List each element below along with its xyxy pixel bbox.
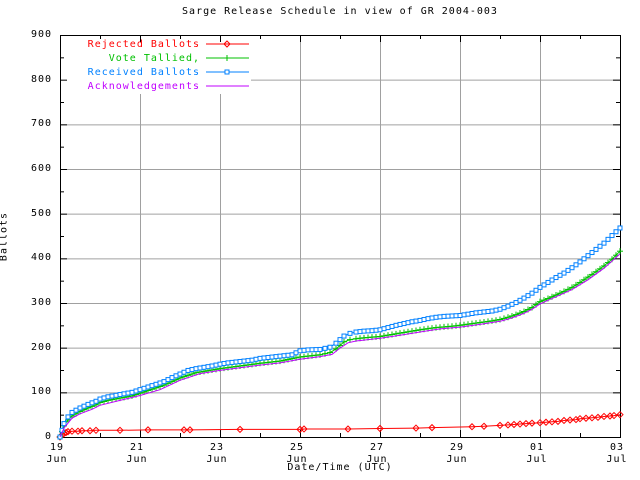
x-tick-label: 27 Jun <box>366 442 388 465</box>
blue-square-line-icon <box>206 69 249 75</box>
y-tick-label: 600 <box>30 163 52 174</box>
y-tick-label: 100 <box>30 386 52 398</box>
y-tick-label: 300 <box>30 297 52 308</box>
chart-title: Sarge Release Schedule in view of GR 200… <box>182 6 498 17</box>
green-plus-line-icon <box>206 55 249 61</box>
y-tick-label: 500 <box>30 207 52 219</box>
legend-item-vote-tallied: Vote Tallied, <box>62 51 251 65</box>
legend-item-acknowledgements: Acknowledgements <box>62 79 251 93</box>
legend: Rejected Ballots Vote Tallied, Received … <box>62 37 251 93</box>
x-tick-label: 23 Jun <box>206 442 228 465</box>
x-tick-label: 03 Jul <box>606 442 628 465</box>
legend-label: Vote Tallied, <box>108 52 200 64</box>
legend-label: Rejected Ballots <box>87 38 200 50</box>
x-axis-label: Date/Time (UTC) <box>287 462 393 473</box>
x-tick-label: 29 Jun <box>446 442 468 465</box>
y-axis-label: Ballots <box>0 211 10 262</box>
x-tick-label: 25 Jun <box>286 442 308 465</box>
y-tick-label: 900 <box>30 29 52 40</box>
red-diamond-line-icon <box>206 40 249 48</box>
legend-label: Acknowledgements <box>87 80 200 92</box>
legend-label: Received Ballots <box>87 66 200 78</box>
y-tick-label: 0 <box>44 431 52 442</box>
legend-item-received-ballots: Received Ballots <box>62 65 251 79</box>
y-tick-label: 700 <box>30 118 52 130</box>
x-tick-label: 01 Jul <box>526 442 548 465</box>
legend-item-rejected-ballots: Rejected Ballots <box>62 37 251 51</box>
x-tick-label: 19 Jun <box>46 442 68 465</box>
y-tick-label: 400 <box>30 252 52 264</box>
magenta-line-icon <box>206 85 249 87</box>
y-tick-label: 200 <box>30 341 52 353</box>
y-tick-label: 800 <box>30 73 52 85</box>
x-tick-label: 21 Jun <box>126 442 148 465</box>
